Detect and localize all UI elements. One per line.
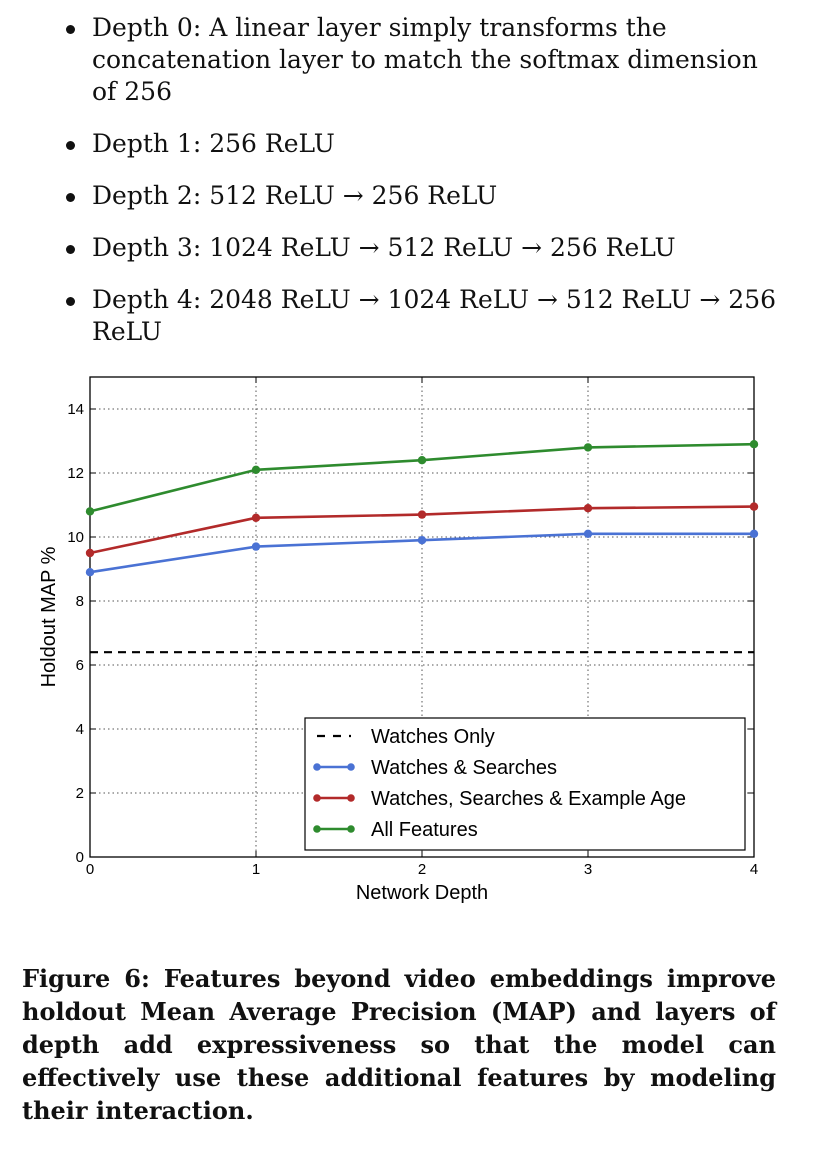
data-point <box>583 443 593 452</box>
y-tick-label: 14 <box>67 401 84 418</box>
depth-item-text: Depth 3: 1024 ReLU → 512 ReLU → 256 ReLU <box>92 233 676 262</box>
x-tick-label: 3 <box>584 861 592 878</box>
depth-item: Depth 0: A linear layer simply transform… <box>60 12 790 108</box>
depth-item-text: Depth 2: 512 ReLU → 256 ReLU <box>92 181 498 210</box>
legend-label: Watches Only <box>371 726 495 748</box>
depth-item: Depth 3: 1024 ReLU → 512 ReLU → 256 ReLU <box>60 232 790 264</box>
legend-marker <box>347 794 355 802</box>
y-tick-label: 12 <box>67 465 84 482</box>
data-point <box>251 465 261 474</box>
x-tick-label: 4 <box>750 861 758 878</box>
bullet-dot <box>66 245 75 254</box>
data-point <box>85 507 95 516</box>
caption-text: Features beyond video embeddings improve… <box>22 964 776 1125</box>
legend: Watches Only Watches & Searches Watches, S… <box>304 717 746 851</box>
y-tick-label: 0 <box>76 849 84 866</box>
legend-marker <box>313 763 321 771</box>
data-point <box>251 542 261 551</box>
depth-item-text: Depth 0: A linear layer simply transform… <box>92 13 758 106</box>
y-tick-label: 10 <box>67 529 84 546</box>
data-point <box>749 440 759 449</box>
figure-caption: Figure 6: Features beyond video embeddin… <box>22 962 776 1127</box>
data-point <box>749 529 759 538</box>
y-axis-label: Holdout MAP % <box>38 546 60 687</box>
legend-label: Watches, Searches & Example Age <box>371 788 686 810</box>
legend-marker <box>313 825 321 833</box>
depth-item-text: Depth 1: 256 ReLU <box>92 129 335 158</box>
bullet-dot <box>66 193 75 202</box>
x-tick-label: 0 <box>86 861 94 878</box>
legend-label: Watches & Searches <box>371 757 557 779</box>
data-point <box>417 456 427 465</box>
depth-list: Depth 0: A linear layer simply transform… <box>60 12 790 368</box>
depth-item: Depth 2: 512 ReLU → 256 ReLU <box>60 180 790 212</box>
data-point <box>417 510 427 519</box>
caption-label: Figure 6: <box>22 964 150 993</box>
legend-marker <box>347 763 355 771</box>
y-tick-label: 6 <box>76 657 84 674</box>
y-tick-label: 2 <box>76 785 84 802</box>
depth-item-text: Depth 4: 2048 ReLU → 1024 ReLU → 512 ReL… <box>92 285 777 346</box>
depth-item: Depth 4: 2048 ReLU → 1024 ReLU → 512 ReL… <box>60 284 790 348</box>
bullet-dot <box>66 25 75 34</box>
bullet-dot <box>66 297 75 306</box>
y-tick-label: 8 <box>76 593 84 610</box>
data-point <box>85 548 95 558</box>
legend-label: All Features <box>371 819 478 841</box>
legend-marker <box>347 825 355 833</box>
data-point <box>583 529 593 538</box>
y-tick-label: 4 <box>76 721 84 738</box>
data-point <box>583 504 593 513</box>
data-point <box>251 513 261 522</box>
data-point <box>749 502 759 511</box>
x-tick-label: 1 <box>252 861 260 878</box>
bullet-dot <box>66 141 75 150</box>
legend-box <box>304 717 746 851</box>
x-axis-label: Network Depth <box>356 882 488 904</box>
data-point <box>417 536 427 545</box>
x-tick-label: 2 <box>418 861 426 878</box>
depth-item: Depth 1: 256 ReLU <box>60 128 790 160</box>
legend-marker <box>313 794 321 802</box>
data-point <box>85 568 95 577</box>
